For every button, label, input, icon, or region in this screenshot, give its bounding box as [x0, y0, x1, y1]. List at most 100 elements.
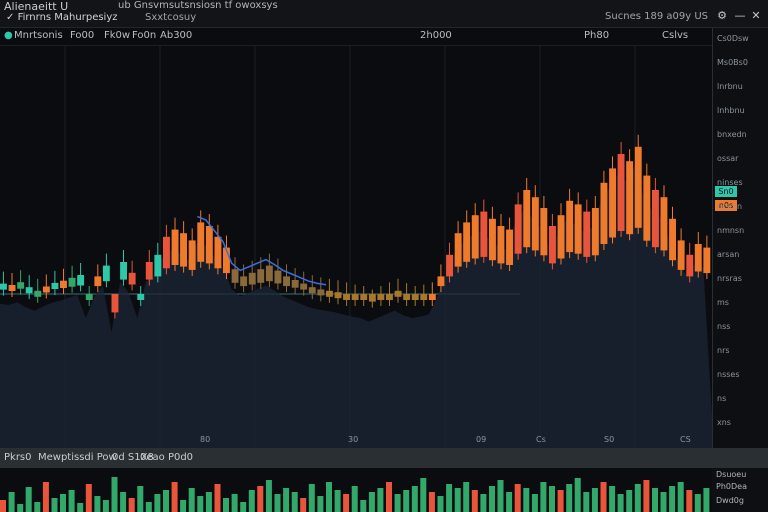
toolbar-item[interactable]: Fk0w — [104, 30, 131, 41]
volume-bar — [471, 490, 478, 512]
volume-bar — [669, 486, 676, 512]
volume-bar — [394, 494, 401, 512]
volume-bar — [68, 490, 75, 512]
price-axis-label: nrsras — [717, 274, 742, 283]
volume-bar — [489, 486, 495, 512]
volume-bar — [694, 494, 701, 512]
volume-bar — [257, 486, 264, 512]
volume-bar — [248, 490, 255, 512]
volume-bar — [660, 492, 667, 512]
volume-bar — [351, 486, 358, 512]
volume-bar — [368, 492, 375, 512]
settings-icon[interactable]: ⚙ — [717, 9, 727, 22]
volume-bar — [540, 482, 547, 512]
check-icon: ✓ — [6, 12, 18, 23]
volume-bar — [154, 494, 161, 512]
price-axis-label: lnhbnu — [717, 106, 745, 115]
volume-bar — [171, 482, 178, 512]
x-tick-label: 30 — [348, 435, 358, 444]
volume-bar — [334, 490, 341, 512]
price-axis-label: Ms0Bs0 — [717, 58, 748, 67]
toolbar-item[interactable]: 2h000 — [420, 30, 452, 41]
volume-bar — [428, 492, 435, 512]
volume-axis-label: Ph0Dea — [716, 482, 747, 491]
toolbar-item[interactable]: Ab300 — [160, 30, 193, 41]
x-tick-label: 09 — [476, 435, 486, 444]
chart-toolbar: ● Mnrtsonis Fo00 Fk0w Fo0n Ab300 2h000 P… — [0, 28, 712, 46]
volume-bar — [42, 482, 49, 512]
price-axis-label: nmnsn — [717, 226, 745, 235]
price-axis-label: lnrbnu — [717, 82, 743, 91]
minimize-icon[interactable]: — — [734, 9, 746, 22]
volume-bar — [583, 492, 590, 512]
volume-bar — [145, 502, 152, 512]
toolbar-item[interactable]: Cslvs — [662, 30, 689, 41]
volume-bar — [403, 490, 410, 512]
volume-bar — [231, 494, 238, 512]
volume-bar — [274, 494, 281, 512]
app-title: Alienaeitt U — [4, 0, 69, 13]
symbol-label: Firnrns Mahurpesiyz — [17, 12, 118, 23]
volume-bar — [317, 496, 324, 512]
volume-bar — [686, 490, 693, 512]
toolbar-item[interactable]: Fo00 — [70, 30, 95, 41]
x-tick-label: Cs — [536, 435, 546, 444]
volume-bar — [25, 487, 32, 512]
toolbar-item[interactable]: Ph80 — [584, 30, 610, 41]
price-axis-label: nss — [717, 322, 731, 331]
toolbar-item[interactable]: Mnrtsonis — [14, 30, 63, 41]
volume-bar — [634, 484, 641, 512]
volume-bar — [137, 486, 144, 512]
volume-bar — [463, 482, 470, 512]
volume-bar — [652, 488, 658, 512]
volume-bar — [377, 488, 384, 512]
price-axis: Sn0 n0s Cs0Dsw Ms0Bs0 lnrbnu lnhbnu bnxedn os… — [712, 28, 768, 448]
volume-bar — [197, 496, 204, 512]
volume-bar — [8, 492, 15, 512]
price-axis-label: nsses — [717, 370, 740, 379]
volume-bar — [574, 478, 581, 512]
price-axis-label: ns — [717, 394, 727, 403]
volume-bar — [188, 488, 195, 512]
volume-bar — [111, 477, 118, 512]
price-axis-label: xns — [717, 418, 731, 427]
volume-label-right: 0eao P0d0 — [140, 452, 194, 463]
toolbar-item[interactable]: Fo0n — [132, 30, 157, 41]
volume-bar — [102, 500, 109, 512]
price-axis-label: arsan — [717, 250, 740, 259]
price-axis-label: ms — [717, 298, 729, 307]
volume-bar — [265, 480, 272, 512]
price-axis-label: Cs0Dsw — [717, 34, 749, 43]
volume-bar — [617, 494, 624, 512]
volume-bar — [677, 482, 684, 512]
volume-axis-label: Dwd0g — [716, 496, 744, 505]
volume-bar — [626, 490, 633, 512]
volume-bar — [85, 484, 92, 512]
volume-bar — [60, 494, 66, 512]
volume-bar — [205, 492, 212, 512]
volume-chart[interactable] — [0, 468, 712, 512]
volume-bar — [283, 488, 290, 512]
symbol-selector[interactable]: ✓ Firnrns Mahurpesiyz — [6, 12, 118, 23]
volume-bar — [523, 488, 530, 512]
volume-bar — [240, 502, 247, 512]
volume-bar — [643, 480, 650, 512]
current-price-tag: n0s — [715, 200, 737, 211]
x-tick-label: 80 — [200, 435, 210, 444]
volume-bar — [0, 500, 6, 512]
price-chart[interactable]: 80 30 09 Cs S0 CS — [0, 46, 712, 448]
volume-bar — [609, 486, 616, 512]
volume-bar — [480, 494, 487, 512]
volume-bar — [77, 503, 84, 512]
price-line — [197, 215, 327, 286]
volume-bar — [557, 490, 564, 512]
volume-bar — [51, 498, 58, 512]
volume-label-mid: Mewptissdi Pow — [38, 452, 117, 463]
volume-bar — [566, 484, 573, 512]
volume-axis: Dsuoeu Ph0Dea Dwd0g — [712, 468, 768, 512]
volume-bar — [420, 478, 427, 512]
price-axis-label: nrsrsn — [717, 202, 743, 211]
volume-bar — [591, 488, 598, 512]
volume-bar — [437, 496, 444, 512]
close-icon[interactable]: ✕ — [751, 9, 761, 22]
